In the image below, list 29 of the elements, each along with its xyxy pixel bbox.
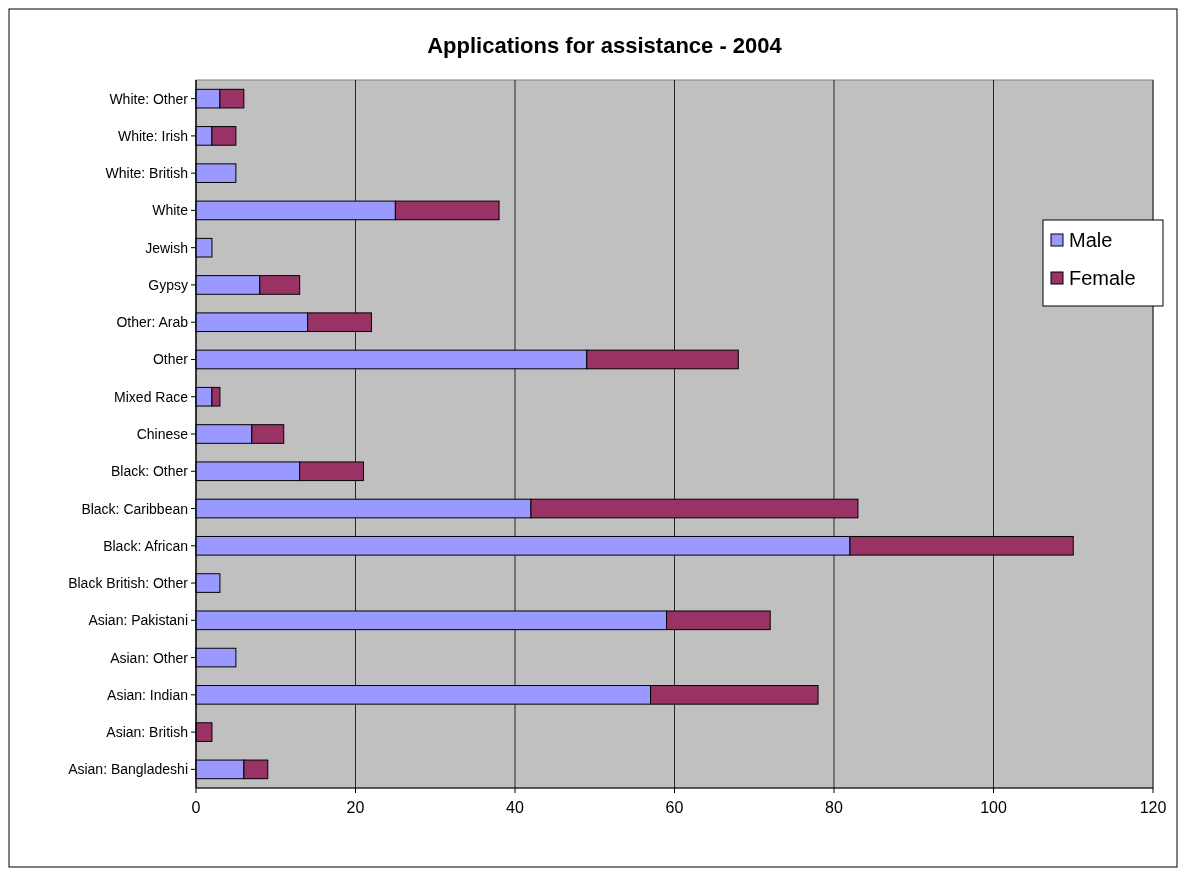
y-tick-label: Other: Arab: [116, 314, 189, 331]
y-tick-label: Black: Other: [110, 463, 189, 480]
x-tick-label: 40: [506, 799, 524, 816]
y-tick-label: Black British: Other: [68, 575, 189, 592]
y-tick-label: Asian: Pakistani: [88, 612, 188, 629]
x-tick-label: 80: [825, 799, 843, 816]
y-tick-label: Asian: Bangladeshi: [68, 761, 188, 778]
x-tick-label: 60: [665, 799, 684, 816]
y-tick-label: Other: [152, 351, 189, 368]
y-tick-label: White: British: [105, 165, 188, 182]
y-tick-label: Asian: British: [106, 724, 188, 741]
x-tick-label: 120: [1139, 799, 1167, 816]
y-tick-label: White: [152, 202, 189, 219]
chart-title: Applications for assistance - 2004: [427, 33, 783, 58]
y-tick-label: Gypsy: [148, 276, 188, 293]
y-tick-label: Black: Caribbean: [81, 500, 188, 517]
y-tick-label: Black: African: [103, 537, 188, 554]
y-tick-label: White: Other: [109, 90, 189, 107]
y-tick-label: Jewish: [145, 239, 188, 256]
y-tick-label: White: Irish: [117, 127, 188, 144]
x-tick-label: 100: [980, 799, 1007, 816]
y-tick-label: Asian: Other: [110, 649, 189, 666]
y-tick-label: Chinese: [136, 426, 189, 442]
x-tick-label: 20: [346, 799, 365, 816]
legend-label: Female: [1069, 267, 1136, 289]
y-tick-label: Mixed Race: [114, 388, 189, 405]
y-tick-label: Asian: Indian: [107, 686, 188, 703]
x-tick-label: 0: [191, 799, 201, 816]
legend-label: Male: [1069, 229, 1113, 251]
